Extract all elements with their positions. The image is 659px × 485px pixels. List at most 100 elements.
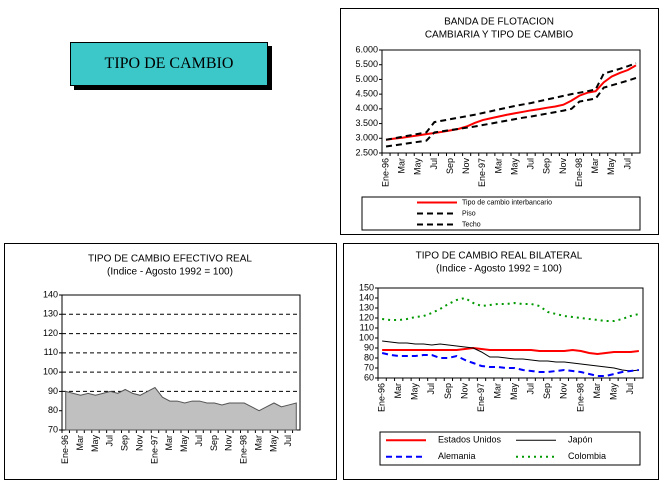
- x-tick-label: Mar: [492, 383, 502, 399]
- y-tick-label: 4.500: [355, 89, 378, 99]
- y-tick-label: 3.500: [355, 118, 378, 128]
- x-tick-label: Nov: [461, 158, 471, 175]
- legend-label: Piso: [462, 210, 476, 217]
- legend-label: Colombia: [568, 451, 606, 461]
- x-tick-label: Mar: [493, 158, 503, 174]
- y-tick-label: 110: [44, 347, 58, 357]
- y-tick-label: 3.000: [355, 133, 378, 143]
- chart-subtitle: CAMBIARIA Y TIPO DE CAMBIO: [425, 30, 574, 41]
- x-tick-label: Jul: [429, 158, 439, 170]
- y-tick-label: 90: [364, 342, 374, 352]
- x-tick-label: Ene-98: [575, 383, 585, 412]
- x-tick-label: Sep: [120, 435, 130, 451]
- x-tick-label: Nov: [224, 435, 234, 452]
- series-line: [382, 346, 639, 356]
- y-tick-label: 6.000: [355, 44, 378, 54]
- x-tick-label: May: [509, 383, 519, 401]
- legend: [361, 196, 641, 231]
- x-tick-label: Mar: [397, 158, 407, 174]
- series-line: [385, 77, 637, 148]
- x-tick-label: Sep: [445, 158, 455, 174]
- legend: [379, 431, 641, 466]
- y-tick-label: 4.000: [355, 103, 378, 113]
- x-tick-label: May: [606, 158, 616, 176]
- legend-label: Tipo de cambio interbancario: [462, 199, 552, 206]
- x-tick-label: Nov: [558, 158, 568, 175]
- legend-label: Techo: [462, 221, 481, 228]
- x-tick-label: Nov: [459, 383, 469, 400]
- legend-label: Alemania: [438, 451, 476, 461]
- y-tick-label: 110: [360, 322, 374, 332]
- y-tick-label: 5.000: [355, 74, 378, 84]
- x-tick-label: May: [179, 435, 189, 453]
- x-tick-label: Mar: [75, 435, 85, 451]
- y-tick-label: 80: [364, 352, 374, 362]
- x-tick-label: May: [268, 435, 278, 453]
- area: [65, 386, 297, 431]
- x-tick-label: Jul: [283, 435, 293, 447]
- series-line: [385, 62, 637, 141]
- y-tick-label: 70: [364, 362, 374, 372]
- y-tick-label: 70: [48, 424, 58, 434]
- x-tick-label: Mar: [164, 435, 174, 451]
- chart-title: BANDA DE FLOTACION: [444, 17, 554, 28]
- chart-subtitle: (Indice - Agosto 1992 = 100): [436, 264, 562, 275]
- x-tick-label: Ene-98: [574, 158, 584, 187]
- x-tick-label: Jul: [194, 435, 204, 447]
- y-tick-label: 60: [364, 372, 374, 382]
- x-tick-label: Nov: [134, 435, 144, 452]
- y-tick-label: 150: [359, 282, 374, 292]
- x-tick-label: May: [413, 158, 423, 176]
- legend-label: Japón: [568, 435, 593, 445]
- x-tick-label: Sep: [542, 158, 552, 174]
- y-tick-label: 80: [48, 405, 58, 415]
- x-tick-label: Sep: [542, 383, 552, 399]
- x-tick-label: Ene-96: [380, 158, 390, 187]
- plot-area: [377, 287, 644, 379]
- x-tick-label: Mar: [592, 383, 602, 399]
- y-tick-label: 120: [359, 312, 374, 322]
- x-tick-label: Jul: [625, 383, 635, 395]
- y-tick-label: 140: [359, 292, 374, 302]
- x-tick-label: Sep: [209, 435, 219, 451]
- series-line: [382, 296, 640, 322]
- x-tick-label: Ene-98: [239, 435, 249, 464]
- series-line: [381, 352, 639, 377]
- x-tick-label: Mar: [253, 435, 263, 451]
- title-box: TIPO DE CAMBIO: [70, 42, 268, 86]
- y-tick-label: 90: [48, 386, 58, 396]
- x-tick-label: Ene-96: [377, 383, 387, 412]
- x-tick-label: Ene-97: [477, 158, 487, 187]
- x-tick-label: Jul: [105, 435, 115, 447]
- series-line: [385, 64, 637, 141]
- y-tick-label: 120: [43, 328, 58, 338]
- x-tick-label: Jul: [526, 158, 536, 170]
- y-tick-label: 130: [43, 309, 58, 319]
- y-tick-label: 2.500: [355, 147, 378, 157]
- chart-subtitle: (Indice - Agosto 1992 = 100): [107, 267, 233, 278]
- y-tick-label: 100: [43, 367, 58, 377]
- x-tick-label: Ene-97: [149, 435, 159, 464]
- x-tick-label: May: [608, 383, 618, 401]
- x-tick-label: Mar: [590, 158, 600, 174]
- chart-title: TIPO DE CAMBIO REAL BILATERAL: [416, 251, 583, 262]
- x-tick-label: Ene-97: [476, 383, 486, 412]
- x-tick-label: Ene-96: [60, 435, 70, 464]
- x-tick-label: Nov: [559, 383, 569, 400]
- y-tick-label: 130: [359, 302, 374, 312]
- x-tick-label: May: [90, 435, 100, 453]
- x-tick-label: Jul: [426, 383, 436, 395]
- x-tick-label: Mar: [393, 383, 403, 399]
- x-tick-label: Sep: [443, 383, 453, 399]
- x-tick-label: Jul: [526, 383, 536, 395]
- x-tick-label: Jul: [622, 158, 632, 170]
- y-tick-label: 5.500: [355, 59, 378, 69]
- plot-area: [381, 49, 641, 154]
- chart-title: TIPO DE CAMBIO EFECTIVO REAL: [88, 254, 252, 265]
- legend-label: Estados Unidos: [438, 435, 502, 445]
- y-tick-label: 140: [43, 289, 58, 299]
- x-tick-label: May: [509, 158, 519, 176]
- y-tick-label: 100: [359, 332, 374, 342]
- x-tick-label: May: [410, 383, 420, 401]
